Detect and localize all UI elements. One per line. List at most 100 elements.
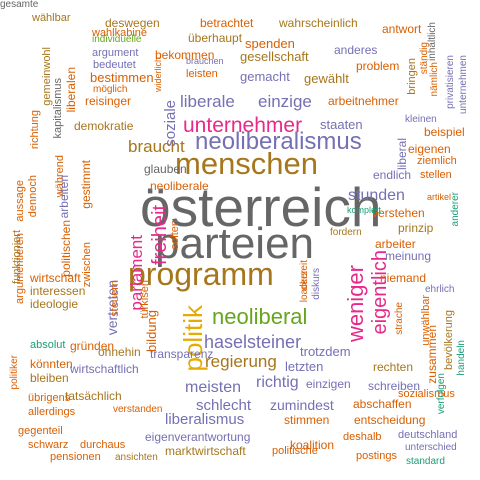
word-schreiben: schreiben — [368, 379, 421, 393]
word-komplett: komplett — [347, 205, 382, 215]
word-bekommen: bekommen — [155, 48, 215, 62]
word-individuelle: individuelle — [92, 34, 142, 45]
word-liberal: liberal — [395, 138, 409, 171]
word-gewählt: gewählt — [304, 71, 349, 86]
word-leisten: leisten — [186, 68, 218, 80]
word-regierung: regierung — [205, 352, 277, 371]
word-weniger: weniger — [343, 265, 368, 343]
word-neoliberale: neoliberale — [150, 179, 209, 193]
word-ehrlich: ehrlich — [425, 284, 455, 295]
word-deutschland: deutschland — [398, 429, 458, 441]
word-reisinger: reisinger — [85, 94, 132, 108]
word-ansichten: ansichten — [115, 452, 158, 463]
word-rechten: rechten — [373, 360, 414, 374]
word-problem: problem — [356, 59, 400, 73]
word-marktwirtschaft: marktwirtschaft — [165, 444, 246, 458]
word-standard: standard — [406, 456, 445, 467]
word-betrachtet: betrachtet — [200, 16, 254, 30]
word-arbeiten: arbeiten — [57, 175, 71, 219]
word-neoliberal: neoliberal — [212, 304, 308, 329]
word-letzten: letzten — [285, 359, 324, 374]
word-nämlich: nämlich — [429, 62, 440, 97]
word-deshalb: deshalb — [343, 431, 382, 443]
word-schwarz: schwarz — [28, 439, 69, 451]
word-türkisen: türkisen — [139, 280, 151, 319]
word-meinung: meinung — [385, 249, 432, 263]
word-ideologie: ideologie — [30, 297, 79, 311]
word-bleiben: bleiben — [30, 371, 69, 385]
word-anderes: anderes — [334, 43, 378, 57]
word-postings: postings — [356, 450, 397, 462]
word-spenden: spenden — [245, 36, 295, 51]
word-steuern: steuern — [109, 280, 121, 317]
word-ohnehin: ohnehin — [98, 345, 141, 359]
word-liberalen: liberalen — [64, 67, 78, 113]
word-stimmen: stimmen — [284, 413, 330, 427]
word-arbeitnehmer: arbeitnehmer — [328, 94, 399, 108]
word-eigenen: eigenen — [408, 142, 451, 156]
word-wahlkabine: wahlkabine — [92, 27, 148, 39]
word-privatisieren: privatisieren — [445, 55, 456, 109]
word-strache: strache — [394, 302, 405, 335]
word-fordern: fordern — [330, 227, 362, 238]
word-antwort: antwort — [382, 22, 422, 36]
word-gesellschaft: gesellschaft — [240, 49, 309, 64]
word-zwischen: zwischen — [81, 242, 93, 288]
word-neoliberalismus: neoliberalismus — [195, 128, 362, 155]
word-widerlich: widerlich — [153, 57, 163, 93]
word-braucht: braucht — [128, 137, 185, 156]
word-übrigens: übrigens — [28, 392, 71, 404]
word-meisten: meisten — [185, 379, 242, 396]
word-niemand: niemand — [380, 271, 427, 285]
word-absolut: absolut — [30, 339, 66, 351]
word-soziale: soziale — [162, 100, 179, 147]
word-menschen: menschen — [175, 146, 319, 181]
word-prinzip: prinzip — [398, 221, 434, 235]
word-könnten: könnten — [30, 357, 73, 371]
word-durchaus: durchaus — [80, 439, 126, 451]
word-koalition: koalition — [290, 438, 335, 452]
word-schlecht: schlecht — [196, 397, 252, 414]
word-österreich: österreich — [140, 176, 382, 238]
word-handeln: handeln — [456, 340, 467, 376]
word-unternehmer: unternehmer — [183, 114, 303, 137]
word-programm: programm — [128, 256, 274, 292]
word-gemeinwohl: gemeinwohl — [41, 47, 53, 106]
word-gemacht: gemacht — [240, 69, 290, 84]
word-parteien: parteien — [155, 219, 315, 268]
word-deswegen: deswegen — [105, 16, 160, 30]
word-endlich: endlich — [373, 168, 412, 182]
word-unterschied: unterschied — [405, 442, 457, 453]
word-gründen: gründen — [70, 339, 115, 353]
word-bedeutet: bedeutet — [93, 59, 136, 71]
word-artikel: artikel — [427, 192, 452, 202]
word-ziemlich: ziemlich — [417, 155, 457, 167]
word-arbeiter: arbeiter — [375, 237, 416, 251]
word-allerdings: allerdings — [28, 406, 76, 418]
word-bestimmen: bestimmen — [90, 70, 154, 85]
word-wahrscheinlich: wahrscheinlich — [279, 16, 358, 30]
word-politik: politik — [178, 305, 208, 372]
word-verstehen: verstehen — [372, 206, 425, 220]
word-brauchen: brauchen — [186, 56, 224, 66]
word-anderer: anderer — [450, 192, 461, 227]
word-einzigen: einzigen — [306, 377, 351, 391]
word-gestimmt: gestimmt — [79, 160, 93, 209]
word-wirtschaft: wirtschaft — [30, 271, 81, 285]
word-überhaupt: überhaupt — [188, 31, 243, 45]
word-haselsteiner: haselsteiner — [204, 332, 302, 352]
word-glauben: glauben — [144, 162, 187, 176]
word-stellen: stellen — [420, 169, 452, 181]
word-gegenteil: gegenteil — [18, 425, 63, 437]
word-verfolgen: verfolgen — [436, 373, 447, 415]
word-argument: argument — [92, 47, 139, 59]
word-liberalismus: liberalismus — [165, 411, 245, 428]
word-diskurs: diskurs — [311, 268, 322, 300]
word-verstanden: verstanden — [113, 404, 163, 415]
word-argumentieren: argumentieren — [14, 233, 26, 304]
word-gesamte: gesamte — [0, 0, 39, 10]
word-beispiel: beispiel — [424, 125, 465, 139]
word-zumindest: zumindest — [270, 397, 334, 413]
word-dennoch: dennoch — [27, 175, 39, 218]
